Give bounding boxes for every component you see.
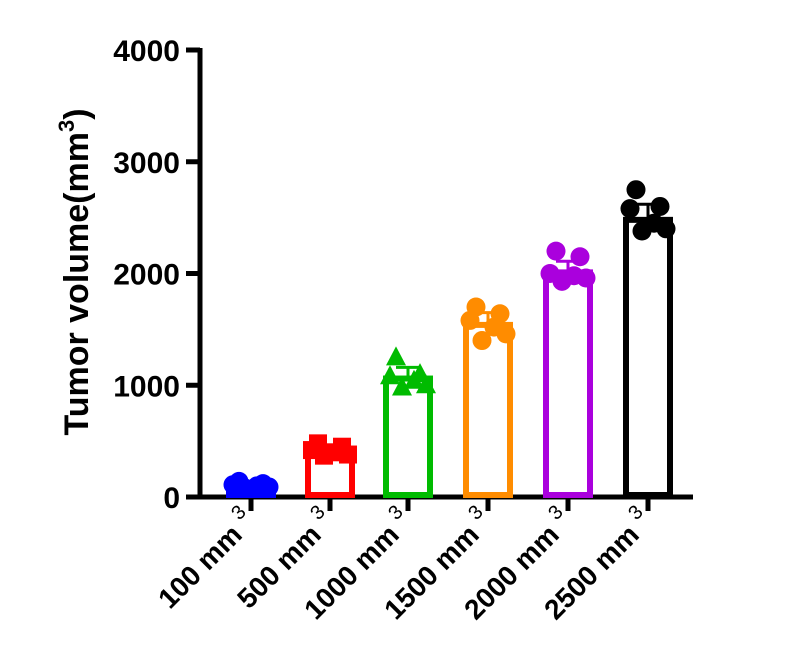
data-point [259, 477, 279, 497]
y-tick-label: 2000 [113, 259, 180, 292]
bar-group [223, 471, 279, 499]
data-point [235, 478, 255, 498]
data-point [656, 219, 676, 239]
bar [383, 375, 433, 499]
bars [223, 180, 676, 499]
data-point [386, 346, 406, 366]
data-point [576, 268, 596, 288]
bar-group [620, 180, 676, 499]
data-point [552, 271, 572, 291]
bar [463, 321, 513, 498]
y-axis: 0 1000 2000 3000 4000 Tumor volume(mm3) [54, 35, 203, 515]
bar-group [303, 434, 357, 498]
data-point [472, 331, 492, 351]
bar [623, 216, 673, 499]
y-tick-label: 3000 [113, 147, 180, 180]
data-point [404, 369, 424, 389]
bar-group [540, 241, 596, 498]
data-point [380, 365, 400, 385]
data-point [392, 376, 412, 396]
y-axis-label-close: ) [58, 108, 96, 119]
y-tick-label: 0 [163, 482, 180, 515]
y-ticks: 0 1000 2000 3000 4000 [113, 35, 200, 515]
data-point [546, 241, 566, 261]
data-point [339, 445, 357, 464]
y-axis-label-superscript: 3 [54, 120, 79, 132]
data-point [570, 247, 590, 267]
data-point [460, 310, 480, 330]
data-point [650, 196, 670, 216]
data-point [315, 446, 333, 465]
bar [543, 269, 593, 498]
data-point [626, 180, 646, 200]
data-point [496, 324, 516, 344]
y-axis-label-text: Tumor volume(mm [58, 132, 96, 436]
data-point [632, 221, 652, 241]
y-axis-label: Tumor volume(mm3) [54, 108, 96, 435]
data-point [620, 199, 640, 219]
data-point [416, 374, 436, 394]
y-tick-label: 4000 [113, 35, 180, 68]
bar-group [460, 297, 516, 498]
y-tick-label: 1000 [113, 370, 180, 403]
bar-group [380, 346, 436, 499]
